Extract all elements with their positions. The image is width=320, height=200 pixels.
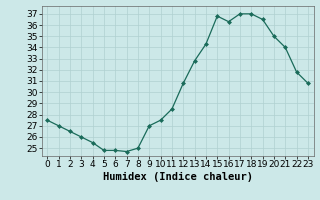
X-axis label: Humidex (Indice chaleur): Humidex (Indice chaleur) <box>103 172 252 182</box>
